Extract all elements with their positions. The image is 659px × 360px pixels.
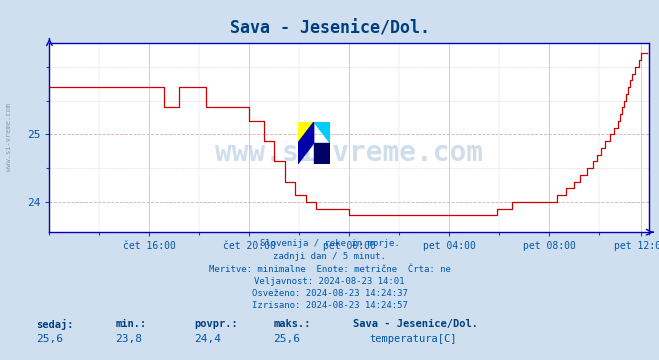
Text: Veljavnost: 2024-08-23 14:01: Veljavnost: 2024-08-23 14:01 bbox=[254, 277, 405, 286]
Text: www.si-vreme.com: www.si-vreme.com bbox=[5, 103, 12, 171]
Text: Izrisano: 2024-08-23 14:24:57: Izrisano: 2024-08-23 14:24:57 bbox=[252, 301, 407, 310]
Text: 25,6: 25,6 bbox=[273, 334, 301, 344]
Text: 24,4: 24,4 bbox=[194, 334, 221, 344]
Polygon shape bbox=[298, 122, 314, 143]
Text: Sava - Jesenice/Dol.: Sava - Jesenice/Dol. bbox=[229, 20, 430, 38]
Text: sedaj:: sedaj: bbox=[36, 319, 74, 330]
Text: min.:: min.: bbox=[115, 319, 146, 329]
Polygon shape bbox=[314, 143, 330, 164]
Text: 25,6: 25,6 bbox=[36, 334, 63, 344]
Text: maks.:: maks.: bbox=[273, 319, 311, 329]
Polygon shape bbox=[298, 122, 314, 164]
Text: Meritve: minimalne  Enote: metrične  Črta: ne: Meritve: minimalne Enote: metrične Črta:… bbox=[208, 265, 451, 274]
Text: Osveženo: 2024-08-23 14:24:37: Osveženo: 2024-08-23 14:24:37 bbox=[252, 289, 407, 298]
Text: www.si-vreme.com: www.si-vreme.com bbox=[215, 139, 483, 167]
Text: 23,8: 23,8 bbox=[115, 334, 142, 344]
Polygon shape bbox=[314, 122, 330, 143]
Text: zadnji dan / 5 minut.: zadnji dan / 5 minut. bbox=[273, 252, 386, 261]
Text: povpr.:: povpr.: bbox=[194, 319, 238, 329]
Text: temperatura[C]: temperatura[C] bbox=[369, 334, 457, 344]
Text: Sava - Jesenice/Dol.: Sava - Jesenice/Dol. bbox=[353, 319, 478, 329]
Text: Slovenija / reke in morje.: Slovenija / reke in morje. bbox=[260, 239, 399, 248]
